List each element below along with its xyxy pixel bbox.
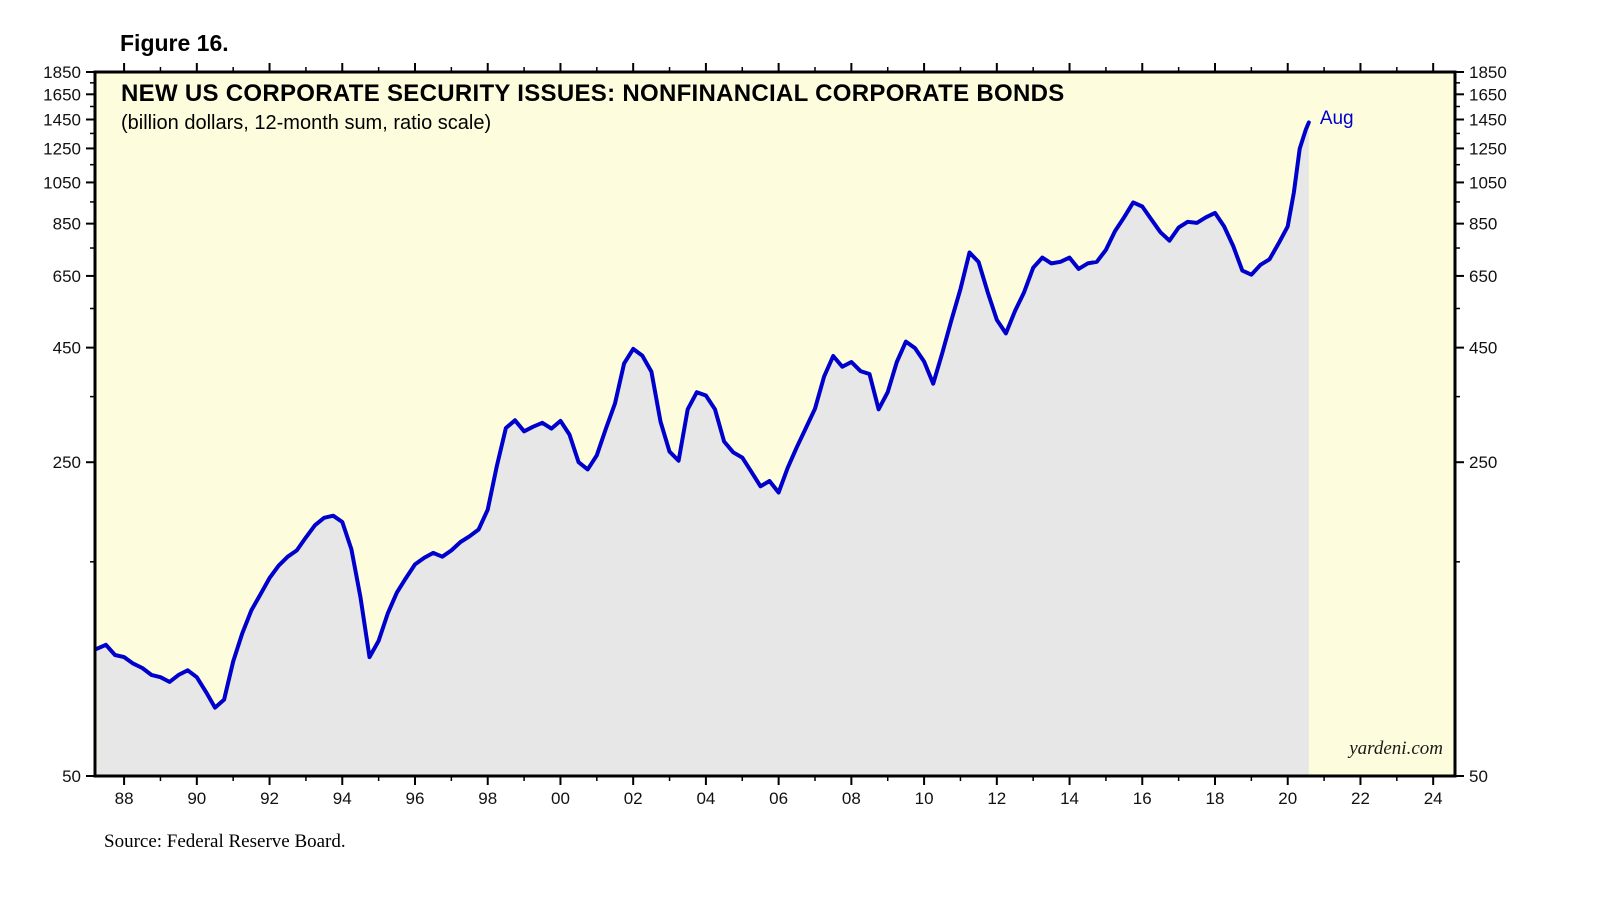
y-axis-label-right: 50 [1469, 767, 1488, 786]
y-axis-label-left: 250 [53, 453, 81, 472]
x-axis-label: 10 [915, 789, 934, 808]
y-axis-label-left: 1450 [43, 110, 81, 129]
series-line [94, 120, 1311, 710]
y-axis-label-right: 1250 [1469, 139, 1507, 158]
y-axis-label-left: 650 [53, 267, 81, 286]
x-axis-label: 90 [187, 789, 206, 808]
y-axis-label-right: 250 [1469, 453, 1497, 472]
x-axis-label: 18 [1206, 789, 1225, 808]
y-axis-label-left: 50 [62, 767, 81, 786]
aug-annotation: Aug [1319, 108, 1354, 130]
chart-subtitle: (billion dollars, 12-month sum, ratio sc… [121, 112, 492, 134]
x-axis-label: 92 [260, 789, 279, 808]
y-axis-label-left: 1050 [43, 173, 81, 192]
x-axis-label: 12 [987, 789, 1006, 808]
x-axis-label: 24 [1424, 789, 1443, 808]
x-axis-label: 94 [333, 789, 352, 808]
x-axis-label: 96 [406, 789, 425, 808]
x-axis-label: 20 [1278, 789, 1297, 808]
y-axis-label-right: 1850 [1469, 63, 1507, 82]
x-axis-label: 08 [842, 789, 861, 808]
y-axis-label-left: 450 [53, 339, 81, 358]
y-axis-label-left: 1650 [43, 85, 81, 104]
yardeni-watermark: yardeni.com [1349, 738, 1443, 759]
x-axis-label: 06 [769, 789, 788, 808]
y-axis-label-right: 1050 [1469, 173, 1507, 192]
plot-frame [93, 70, 1457, 778]
y-axis-label-right: 1450 [1469, 110, 1507, 129]
x-axis-label: 02 [624, 789, 643, 808]
x-axis-label: 00 [551, 789, 570, 808]
x-axis-label: 14 [1060, 789, 1079, 808]
x-axis-label: 22 [1351, 789, 1370, 808]
y-axis-label-left: 1850 [43, 63, 81, 82]
y-axis-label-right: 650 [1469, 267, 1497, 286]
x-axis-label: 88 [115, 789, 134, 808]
x-axis-label: 98 [478, 789, 497, 808]
x-axis-label: 04 [696, 789, 715, 808]
series-area-fill [96, 122, 1309, 776]
x-axis-label: 16 [1133, 789, 1152, 808]
figure-label: Figure 16. [120, 30, 229, 56]
y-axis-label-left: 850 [53, 215, 81, 234]
y-axis-label-right: 850 [1469, 215, 1497, 234]
y-axis-label-right: 450 [1469, 339, 1497, 358]
source-note: Source: Federal Reserve Board. [104, 831, 346, 852]
chart-title: NEW US CORPORATE SECURITY ISSUES: NONFIN… [121, 80, 1065, 107]
y-axis-label-left: 1250 [43, 139, 81, 158]
y-axis-label-right: 1650 [1469, 85, 1507, 104]
